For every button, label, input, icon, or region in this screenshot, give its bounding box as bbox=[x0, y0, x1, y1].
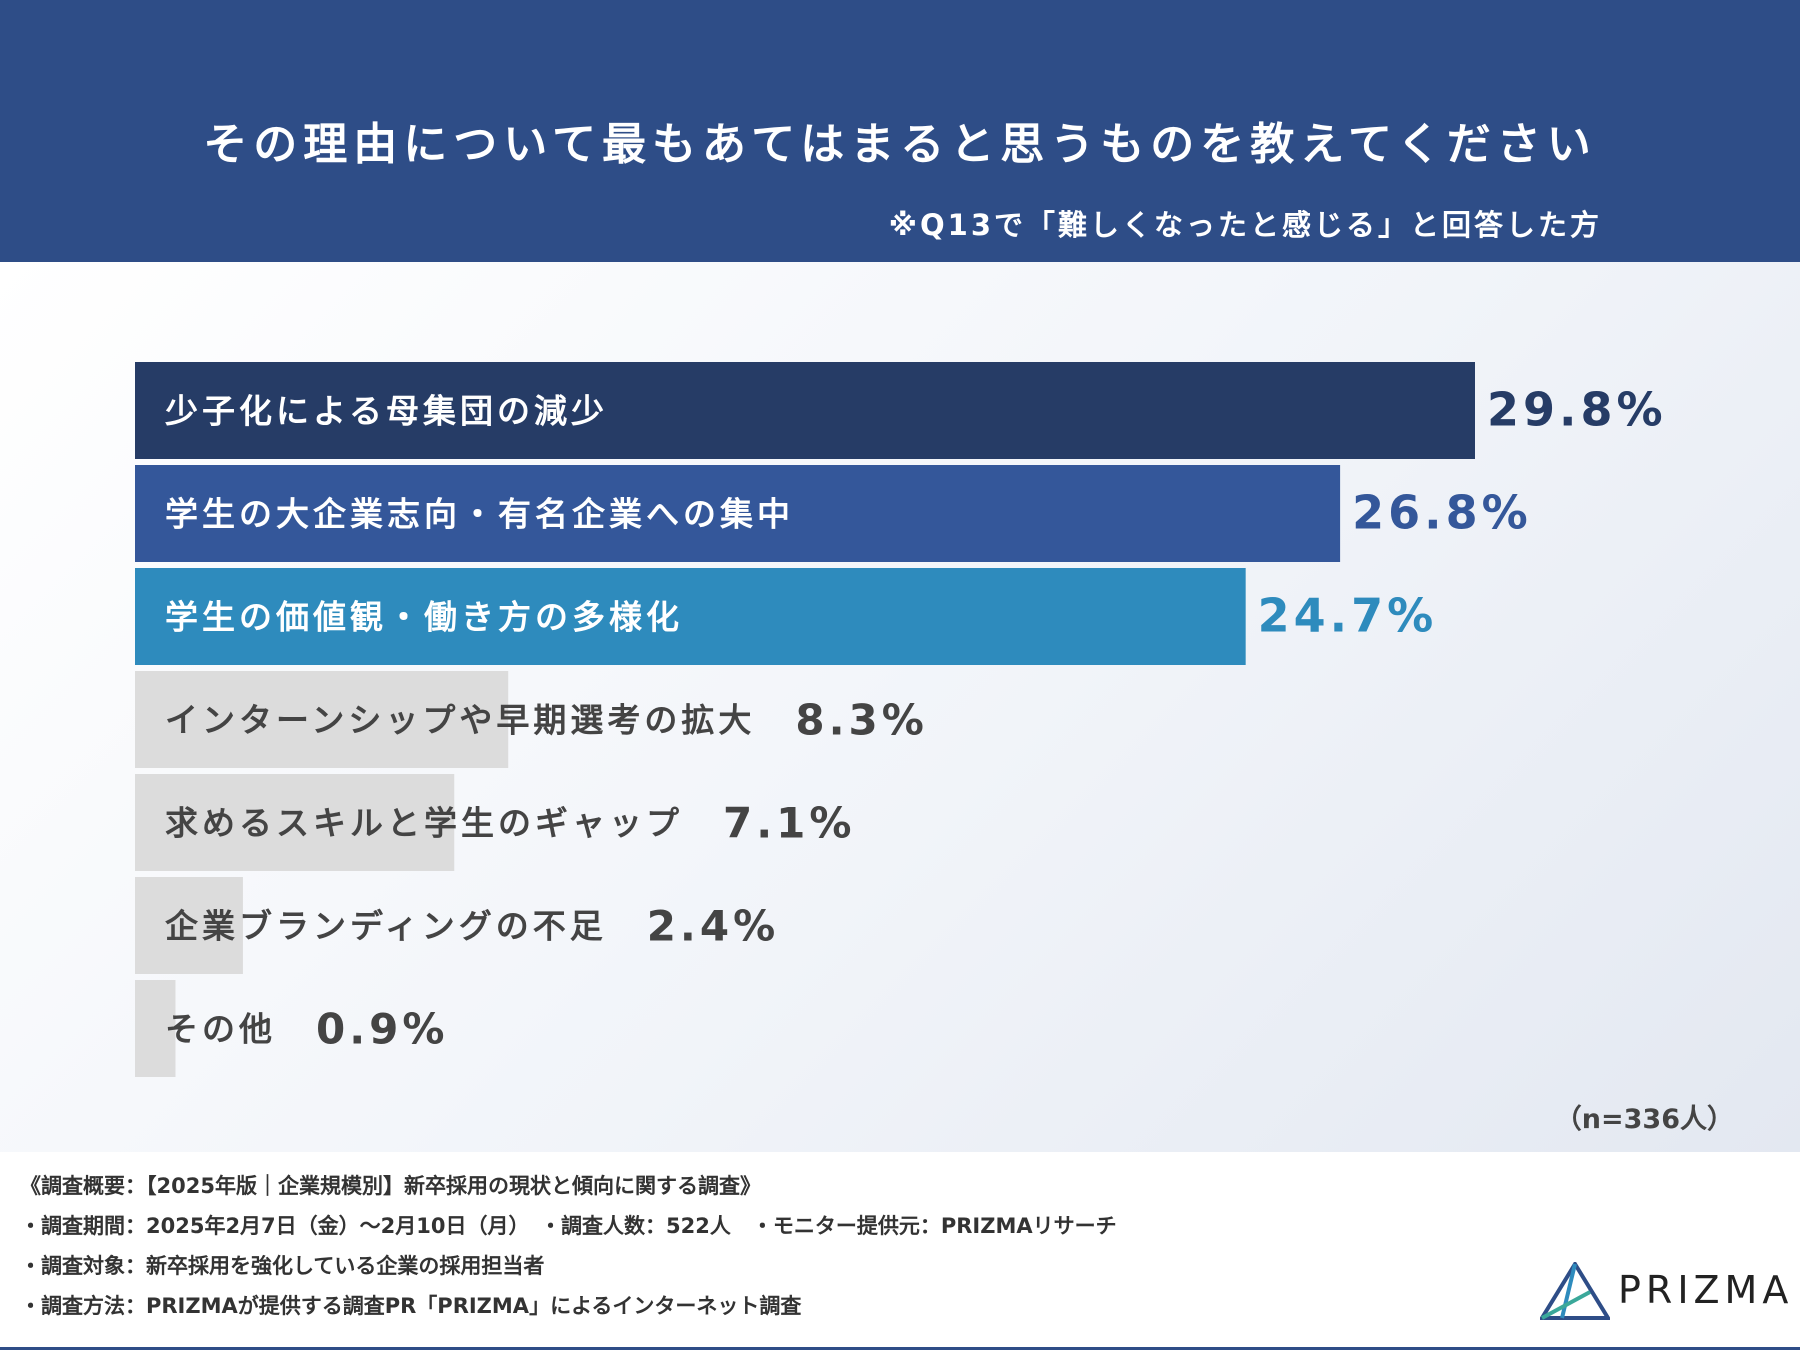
bar-label-0: 少子化による母集団の減少 bbox=[165, 392, 608, 431]
bar-6 bbox=[135, 980, 176, 1077]
prism-triangle-icon bbox=[1540, 1262, 1610, 1320]
bar-label-5: 企業ブランディングの不足 bbox=[165, 907, 607, 946]
bar-1 bbox=[135, 465, 1341, 562]
bar-3 bbox=[135, 671, 509, 768]
bar-0 bbox=[135, 362, 1475, 459]
bar-4 bbox=[135, 774, 455, 871]
survey-method: ・調査方法：PRIZMAが提供する調査PR「PRIZMA」によるインターネット調… bbox=[20, 1294, 802, 1318]
logo-text: PRIZMA bbox=[1618, 1268, 1794, 1312]
value-label-5: 2.4% bbox=[647, 902, 779, 951]
bar-2 bbox=[135, 568, 1246, 665]
value-label-1: 26.8% bbox=[1352, 486, 1532, 540]
prizma-logo: PRIZMA bbox=[1540, 1262, 1788, 1322]
bar-label-1: 学生の大企業志向・有名企業への集中 bbox=[165, 495, 794, 534]
value-label-3: 8.3% bbox=[795, 696, 927, 745]
bar-chart: 少子化による母集団の減少 29.8% 学生の大企業志向・有名企業への集中 26.8% 学… bbox=[135, 362, 1667, 1077]
value-label-0: 29.8% bbox=[1487, 383, 1667, 437]
chart-area: 少子化による母集団の減少 29.8% 学生の大企業志向・有名企業への集中 26.8% 学… bbox=[0, 262, 1800, 1152]
survey-period: ・調査期間：2025年2月7日（金）〜2月10日（月） ・調査人数：522人 ・… bbox=[20, 1214, 1117, 1238]
value-label-2: 24.7% bbox=[1258, 589, 1438, 643]
bar-label-3: インターンシップや早期選考の拡大 bbox=[165, 701, 755, 740]
survey-footer: 《調査概要：【2025年版｜企業規模別】新卒採用の現状と傾向に関する調査》 ・調… bbox=[0, 1152, 1800, 1350]
page-subtitle: ※Q13で「難しくなったと感じる」と回答した方 bbox=[888, 208, 1602, 242]
value-label-6: 0.9% bbox=[316, 1005, 448, 1054]
sample-size-label: （n=336人） bbox=[1554, 1104, 1734, 1135]
bar-label-6: その他 bbox=[165, 1010, 276, 1049]
page-title: その理由について最もあてはまると思うものを教えてください bbox=[203, 119, 1597, 170]
bar-label-2: 学生の価値観・働き方の多様化 bbox=[165, 598, 683, 637]
value-label-4: 7.1% bbox=[723, 799, 855, 848]
bar-5 bbox=[135, 877, 243, 974]
header-banner: その理由について最もあてはまると思うものを教えてください ※Q13で「難しくなっ… bbox=[0, 0, 1800, 262]
survey-overview: 《調査概要：【2025年版｜企業規模別】新卒採用の現状と傾向に関する調査》 bbox=[20, 1174, 761, 1198]
survey-target: ・調査対象：新卒採用を強化している企業の採用担当者 bbox=[20, 1254, 545, 1278]
bar-label-4: 求めるスキルと学生のギャップ bbox=[165, 804, 683, 843]
